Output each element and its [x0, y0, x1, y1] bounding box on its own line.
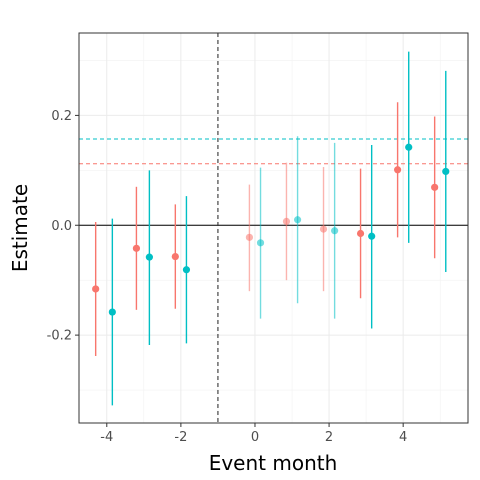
series-1-point	[171, 252, 179, 261]
series-2-point	[108, 308, 116, 316]
panel-background	[79, 33, 468, 423]
y-tick-label: 0.2	[51, 109, 72, 124]
x-tick-label: -2	[174, 430, 187, 445]
series-2-point	[405, 143, 413, 151]
series-1-point	[319, 225, 328, 233]
series-2-point	[442, 167, 450, 176]
x-axis-title: Event month	[209, 451, 338, 475]
panel-border	[78, 32, 469, 424]
series-1-point	[282, 217, 291, 226]
y-axis-title: Estimate	[8, 184, 32, 272]
series-1-point	[356, 229, 365, 238]
x-tick-label: 0	[251, 430, 259, 445]
x-tick-label: 2	[325, 430, 333, 445]
series-2-point	[182, 266, 191, 274]
series-2-point	[331, 227, 339, 235]
series-1-point	[245, 233, 254, 241]
series-2-point	[368, 232, 376, 240]
series-2-point	[256, 239, 265, 247]
y-tick-label: -0.2	[47, 329, 72, 344]
y-tick-label: 0.0	[51, 219, 72, 234]
series-1-point	[132, 244, 141, 252]
plot-panel	[78, 32, 469, 424]
x-tick-label: -4	[100, 430, 113, 445]
series-2-point	[293, 216, 302, 224]
x-tick-label: 4	[399, 430, 407, 445]
series-1-point	[394, 166, 402, 174]
series-1-point	[92, 285, 100, 293]
series-1-point	[431, 183, 439, 191]
series-2-point	[145, 253, 153, 261]
